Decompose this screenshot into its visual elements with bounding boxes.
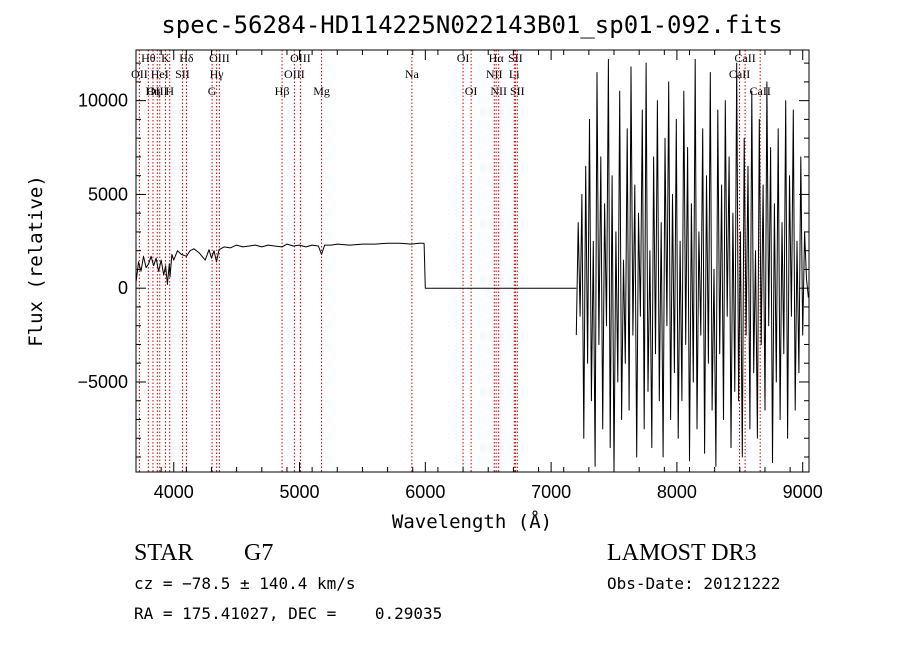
x-tick-label: 9000	[783, 482, 823, 502]
spectrum-segment-2	[575, 58, 809, 472]
redshift-text: cz = −78.5 ± 140.4 km/s	[134, 574, 356, 593]
spectral-line-label: Li	[509, 67, 520, 81]
spectral-line-label: OIII	[209, 51, 230, 65]
x-axis-label: Wavelength (Å)	[392, 510, 552, 533]
spectral-line-label: Hγ	[210, 67, 225, 81]
y-tick-label: 0	[118, 278, 128, 298]
survey-name: LAMOST DR3	[607, 540, 757, 566]
obs-date: Obs-Date: 20121222	[607, 574, 780, 593]
y-axis-ticks: −5000 0 5000 10000	[77, 62, 809, 458]
object-subclass: G7	[244, 540, 273, 566]
spectral-line-label: OIII	[290, 51, 311, 65]
spectral-line-label: Hβ	[275, 84, 290, 98]
x-tick-label: 7000	[531, 482, 571, 502]
spectral-line-label: NII	[490, 84, 507, 98]
object-type: STAR	[134, 540, 193, 566]
spectral-line-label: Mg	[313, 84, 330, 98]
spectrum-segment-0	[136, 242, 425, 285]
spectral-line-label: HeI	[151, 67, 169, 81]
y-axis-label: Flux (relative)	[25, 175, 47, 347]
spectrum-segment-1	[423, 243, 577, 289]
spectral-line-label: Hη	[146, 84, 161, 98]
y-tick-label: 10000	[78, 91, 128, 111]
plot-frame	[135, 49, 810, 473]
spectral-line-label: CaII	[734, 51, 755, 65]
spectral-line-label: Hθ	[141, 51, 156, 65]
spectral-line-label: Hα	[489, 51, 505, 65]
x-tick-label: 4000	[154, 482, 194, 502]
spectral-line-label: CaII	[729, 67, 750, 81]
y-tick-label: −5000	[77, 372, 128, 392]
spectral-line-label: OIII	[284, 67, 305, 81]
spectral-line-label: SII	[175, 67, 190, 81]
x-tick-label: 5000	[280, 482, 320, 502]
chart-title: spec-56284-HD114225N022143B01_sp01-092.f…	[161, 11, 782, 39]
spectral-line-label: Na	[405, 67, 420, 81]
spectrum-series	[136, 58, 809, 472]
spectral-line-label: K	[161, 51, 170, 65]
x-tick-label: 8000	[657, 482, 697, 502]
spectral-line-label: H	[165, 84, 174, 98]
spectral-line-label: SII	[510, 84, 525, 98]
y-tick-label: 5000	[88, 184, 128, 204]
spectral-line-label: Hδ	[179, 51, 194, 65]
coordinates-text: RA = 175.41027, DEC = 0.29035	[134, 604, 442, 623]
spectral-line-label: SII	[508, 51, 523, 65]
x-axis-ticks: 4000 5000 6000 7000 8000 9000	[135, 50, 823, 502]
spectral-line-label: NII	[486, 67, 503, 81]
spectral-line-label: G	[208, 84, 217, 98]
spectral-line-label: OII	[131, 67, 148, 81]
spectral-line-label: CaII	[750, 84, 771, 98]
spectral-line-label: OI	[457, 51, 470, 65]
x-tick-label: 6000	[405, 482, 445, 502]
spectral-line-label: OIII	[147, 84, 168, 98]
spectral-line-label: OI	[465, 84, 478, 98]
